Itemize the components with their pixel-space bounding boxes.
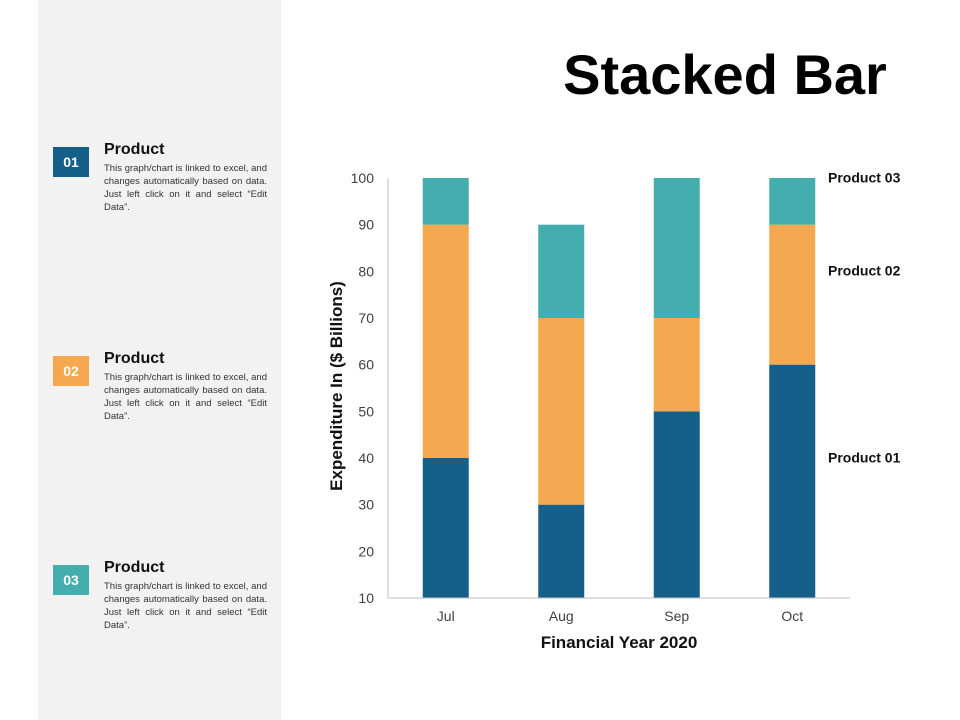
y-tick-label: 30 — [358, 497, 374, 513]
bar-segment — [653, 178, 700, 318]
item-number-badge: 01 — [53, 147, 89, 177]
x-tick-label: Aug — [549, 608, 574, 624]
y-tick-label: 90 — [358, 217, 374, 233]
y-tick-label: 60 — [358, 357, 374, 373]
x-axis-title: Financial Year 2020 — [541, 633, 698, 652]
y-tick-label: 10 — [358, 590, 374, 606]
page-title: Stacked Bar — [563, 43, 887, 106]
y-tick-label: 80 — [358, 263, 374, 279]
bar-segment — [422, 458, 469, 598]
item-title: Product — [104, 559, 165, 576]
item-description: This graph/chart is linked to excel, and… — [104, 372, 267, 422]
item-title: Product — [104, 141, 165, 158]
item-description: This graph/chart is linked to excel, and… — [104, 581, 267, 631]
x-tick-label: Jul — [437, 608, 455, 624]
bar-segment — [422, 178, 469, 225]
item-number-badge: 02 — [53, 356, 89, 386]
legend-entry: Product 02 — [828, 263, 901, 279]
bar-segment — [538, 504, 585, 598]
x-tick-label: Sep — [664, 608, 689, 624]
item-description: This graph/chart is linked to excel, and… — [104, 163, 267, 213]
legend-entry: Product 03 — [828, 169, 901, 185]
bar-segment — [653, 318, 700, 412]
x-tick-label: Oct — [781, 608, 803, 624]
y-tick-label: 20 — [358, 543, 374, 559]
bar-segment — [538, 224, 585, 318]
bar-segment — [769, 364, 816, 598]
y-tick-label: 100 — [351, 170, 375, 186]
legend-entry: Product 01 — [828, 449, 901, 465]
y-tick-label: 50 — [358, 403, 374, 419]
y-tick-label: 40 — [358, 450, 374, 466]
bar-segment — [422, 224, 469, 458]
bar-segment — [538, 318, 585, 505]
y-axis-title: Expenditure In ($ Billions) — [327, 281, 346, 491]
y-tick-label: 70 — [358, 310, 374, 326]
bar-segment — [653, 411, 700, 598]
bar-segment — [769, 224, 816, 365]
bar-segment — [769, 178, 816, 225]
item-title: Product — [104, 350, 165, 367]
item-number-badge: 03 — [53, 565, 89, 595]
